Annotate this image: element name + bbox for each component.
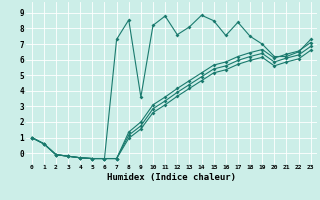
X-axis label: Humidex (Indice chaleur): Humidex (Indice chaleur) — [107, 173, 236, 182]
